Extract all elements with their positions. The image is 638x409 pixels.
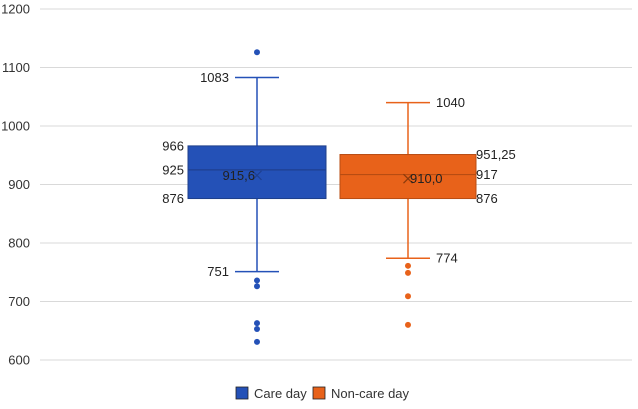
box-0: 1083 966 925 876 751 915,6 (162, 49, 327, 345)
outlier-point (405, 321, 411, 328)
box-1: 1040 951,25 917 876 774 910,0 (339, 95, 516, 328)
iqr-box (339, 154, 477, 200)
value-label-q1: 876 (476, 191, 498, 206)
mean-marker (252, 170, 262, 181)
y-tick-label: 700 (8, 294, 30, 309)
legend-label: Non-care day (331, 386, 410, 401)
y-tick-label: 1100 (2, 60, 30, 75)
outlier-point (405, 269, 411, 276)
outlier-point (405, 293, 411, 300)
value-label-q3: 966 (162, 138, 184, 153)
outlier-point (254, 277, 260, 284)
y-tick-label: 900 (8, 177, 30, 192)
y-tick-label: 800 (8, 236, 30, 251)
legend-swatch (312, 386, 326, 400)
outlier-point (254, 325, 260, 332)
legend: Care day Non-care day (235, 386, 410, 401)
y-axis-tick-labels: 600 700 800 900 1000 1100 1200 (1, 2, 30, 368)
value-label-median: 925 (162, 162, 184, 177)
value-label-whisker-low: 751 (207, 264, 229, 279)
value-label-mean: 915,6 (222, 168, 255, 183)
value-label-whisker-low: 774 (436, 251, 458, 266)
y-tick-label: 1000 (1, 119, 30, 134)
gridlines (40, 8, 632, 361)
mean-marker (403, 173, 413, 184)
legend-label: Care day (254, 386, 307, 401)
value-label-q1: 876 (162, 191, 184, 206)
outlier-point (254, 49, 260, 56)
legend-item: Non-care day (312, 386, 410, 401)
outlier-point (254, 338, 260, 345)
outlier-point (254, 283, 260, 290)
outlier-point (405, 262, 411, 269)
iqr-box (187, 145, 327, 200)
value-label-whisker-high: 1083 (200, 70, 229, 85)
outlier-point (254, 320, 260, 327)
y-tick-label: 1200 (1, 2, 30, 17)
y-tick-label: 600 (8, 353, 30, 368)
value-label-q3: 951,25 (476, 147, 516, 162)
value-label-mean: 910,0 (410, 171, 443, 186)
legend-swatch (235, 386, 249, 400)
box-series: 1083 966 925 876 751 915,6 1040 951,25 917 876 774… (162, 49, 516, 345)
value-label-median: 917 (476, 167, 498, 182)
value-label-whisker-high: 1040 (436, 95, 465, 110)
legend-item: Care day (235, 386, 307, 401)
